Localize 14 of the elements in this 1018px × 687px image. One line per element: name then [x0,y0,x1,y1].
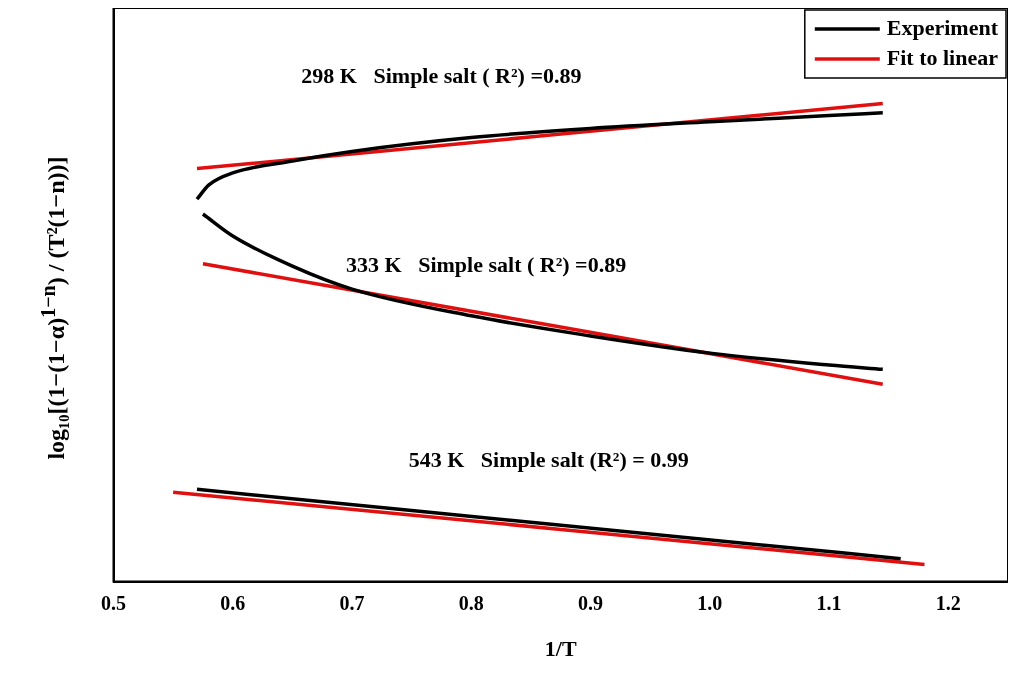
x-tick-label: 0.7 [339,591,365,614]
x-tick-label: 0.6 [220,591,246,614]
x-tick-label: 0.5 [101,591,126,614]
annotation: 333 K Simple salt ( R²) =0.89 [346,251,627,277]
x-axis-title: 1/T [544,636,577,662]
x-tick-label: 1.0 [697,591,723,614]
x-tick-label: 1.2 [935,591,961,614]
annotation: 543 K Simple salt (R²) = 0.99 [408,446,689,472]
x-tick-label: 0.9 [578,591,604,614]
text: 298 K Simple salt ( R²) =0.89 [301,62,582,88]
x-tick-label: 0.8 [458,591,484,614]
legend-label: Fit to linear [886,44,999,70]
legend-label: Experiment [886,14,999,40]
x-tick-label: 1.1 [816,591,842,614]
